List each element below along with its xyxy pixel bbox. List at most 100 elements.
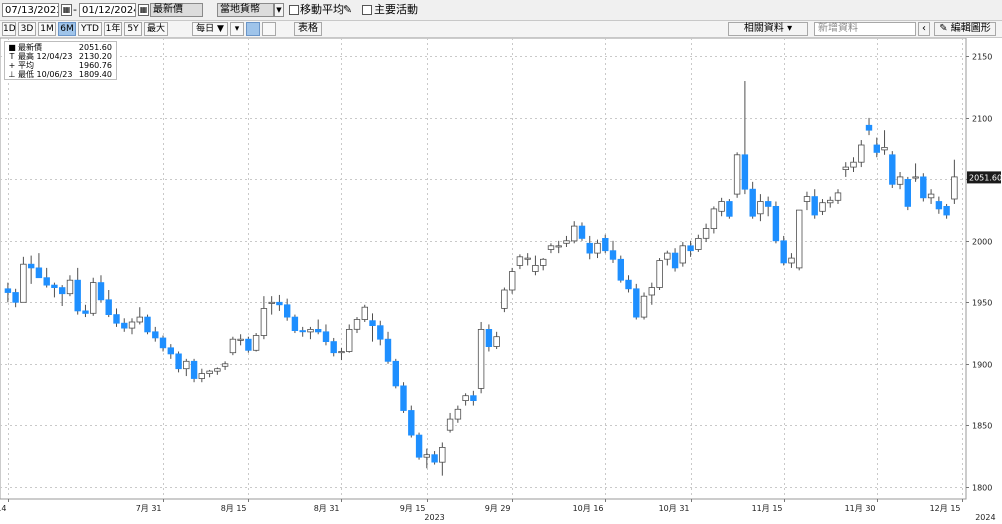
table-button[interactable]: 表格: [294, 22, 322, 36]
candle-body: [206, 370, 213, 375]
candle-body: [377, 325, 384, 340]
candle-body: [664, 252, 671, 260]
candle-body: [400, 385, 407, 411]
candle-body: [59, 287, 66, 295]
end-calendar-icon[interactable]: ▦: [138, 4, 149, 16]
last-price-label: 2051.60: [969, 173, 1002, 182]
period-button-最大[interactable]: 最大: [144, 22, 168, 36]
candle-body: [757, 201, 764, 215]
candle-body: [733, 154, 741, 195]
legend-value: 2051.60: [78, 43, 112, 52]
candle-body: [625, 279, 632, 290]
x-tick-label: 11月 15: [752, 504, 783, 513]
candle-body: [291, 316, 299, 332]
candle-body: [369, 320, 376, 327]
candle-body: [935, 201, 943, 210]
candle-body: [547, 245, 555, 250]
key-events-label: 主要活動: [374, 3, 418, 16]
candle-body: [82, 310, 89, 314]
legend-row-low: ⊥ 最低 10/06/23 1809.40: [7, 70, 114, 79]
candle-body: [252, 335, 260, 351]
candle-body: [237, 338, 244, 341]
candle-body: [128, 321, 136, 329]
related-data-dropdown[interactable]: 相關資料 ▾: [728, 22, 808, 36]
candle-body: [811, 196, 818, 216]
candle-body: [260, 308, 268, 336]
candle-body: [345, 328, 353, 352]
period-button-ytd[interactable]: YTD: [78, 22, 102, 36]
y-tick-label: 1950: [972, 299, 992, 308]
edit-pencil-icon[interactable]: ✎: [343, 3, 353, 16]
y-tick-label: 1900: [972, 361, 992, 370]
candle-body: [90, 282, 97, 314]
start-calendar-icon[interactable]: ▦: [61, 4, 72, 16]
legend-marker: ■: [8, 43, 16, 52]
price-field-dropdown[interactable]: 最新價: [150, 3, 203, 17]
candle-body: [920, 176, 927, 199]
candle-body: [819, 202, 826, 212]
candle-body: [710, 208, 718, 229]
candle-body: [384, 338, 392, 362]
legend-value: 2130.20: [78, 52, 112, 61]
period-button-1d[interactable]: 1D: [2, 22, 16, 36]
add-data-input[interactable]: 新增資料: [814, 22, 916, 36]
candle-body: [322, 331, 330, 342]
candle-body: [12, 292, 19, 303]
legend-row-high: T 最高 12/04/23 2130.20: [7, 52, 114, 61]
chart-type-dropdown-icon[interactable]: ▾: [230, 22, 244, 36]
period-button-5y[interactable]: 5Y: [124, 22, 142, 36]
candle-body: [408, 410, 415, 436]
legend-marker: +: [8, 61, 16, 70]
x-tick-label: 8月 31: [314, 504, 340, 513]
legend-value: 1960.76: [78, 61, 112, 70]
candle-body: [679, 245, 686, 264]
candle-body: [338, 351, 345, 354]
candle-body: [563, 240, 570, 244]
frequency-dropdown[interactable]: 每日 ▼: [192, 22, 228, 36]
candle-body: [423, 454, 430, 458]
candle-body: [299, 330, 306, 333]
candle-body: [74, 279, 81, 312]
currency-dropdown-arrow-icon[interactable]: ▼: [274, 3, 284, 17]
candle-body: [66, 279, 74, 295]
y-tick-label: 2150: [972, 53, 992, 62]
chart-options-button[interactable]: [262, 22, 276, 36]
candle-body: [493, 336, 500, 347]
end-date-field[interactable]: 01/12/2024: [79, 3, 136, 17]
legend-row-average: + 平均 1960.76: [7, 61, 114, 70]
candle-body: [695, 237, 702, 250]
period-button-1m[interactable]: 1M: [38, 22, 56, 36]
candle-body: [268, 301, 275, 304]
start-date-field[interactable]: 07/13/2023: [2, 3, 59, 17]
search-arrow-icon[interactable]: ‹: [918, 22, 930, 36]
candle-body: [842, 166, 849, 171]
chart-style-button[interactable]: [246, 22, 260, 36]
candle-body: [462, 395, 469, 402]
period-button-6m[interactable]: 6M: [58, 22, 76, 36]
candle-body: [951, 176, 958, 200]
candle-body: [307, 328, 314, 333]
candle-body: [446, 418, 454, 431]
candle-body: [865, 124, 873, 131]
candle-body: [353, 319, 361, 330]
period-button-3d[interactable]: 3D: [18, 22, 36, 36]
candle-body: [392, 360, 399, 387]
period-button-1年[interactable]: 1年: [104, 22, 122, 36]
edit-chart-button[interactable]: ✎ 編輯圖形: [934, 22, 996, 36]
currency-dropdown[interactable]: 當地貨幣: [217, 3, 274, 17]
price-chart[interactable]: 180018501900195020002050210021507月 147月 …: [0, 38, 1002, 524]
key-events-checkbox[interactable]: [362, 5, 372, 15]
x-tick-label: 10月 16: [573, 504, 604, 513]
candle-body: [571, 225, 578, 242]
candle-body: [283, 304, 291, 318]
candle-body: [749, 188, 756, 217]
candle-body: [245, 338, 252, 351]
x-tick-label: 8月 15: [221, 504, 247, 513]
candle-body: [20, 263, 27, 303]
candle-body: [896, 176, 904, 185]
candle-body: [43, 277, 50, 286]
candle-body: [904, 178, 911, 207]
legend-label: 最高 12/04/23: [18, 52, 73, 61]
moving-average-checkbox[interactable]: [289, 5, 299, 15]
candle-body: [501, 289, 508, 309]
